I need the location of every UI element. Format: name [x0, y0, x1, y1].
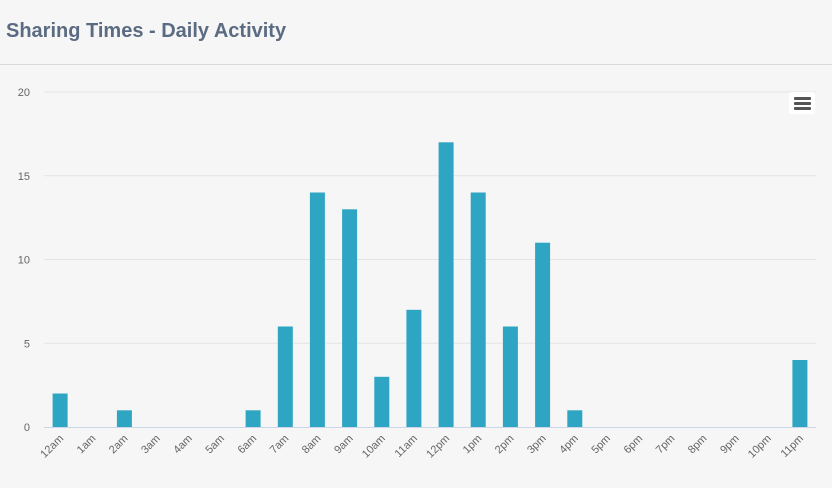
x-tick-label: 3am	[139, 433, 163, 457]
x-tick-label: 8am	[300, 433, 324, 457]
bar-2am[interactable]	[116, 410, 132, 428]
bar-7am[interactable]	[277, 326, 293, 428]
y-tick-label: 0	[24, 422, 30, 434]
x-tick-label: 5am	[203, 433, 227, 457]
bar-8am[interactable]	[309, 192, 325, 428]
bar-3pm[interactable]	[535, 242, 551, 427]
y-tick-label: 5	[24, 338, 30, 350]
x-tick-label: 2am	[107, 433, 131, 457]
x-tick-label: 8pm	[686, 433, 710, 457]
grid-lines	[44, 91, 816, 344]
bar-11am[interactable]	[406, 309, 422, 428]
x-tick-label: 12am	[38, 433, 66, 461]
bar-10am[interactable]	[374, 376, 390, 428]
x-tick-label: 11am	[393, 433, 420, 460]
bar-12am[interactable]	[52, 393, 68, 428]
x-tick-label: 10am	[360, 433, 388, 461]
x-tick-label: 7am	[268, 433, 292, 457]
bar-9am[interactable]	[342, 209, 358, 428]
bar-chart: 0 5 10 15 20 12am 1am 2am 3am 4am 5am 6am 7am 8am 9am…	[18, 87, 816, 461]
y-tick-label: 20	[18, 87, 30, 99]
hamburger-menu-icon-bar	[794, 107, 811, 110]
x-tick-label: 10pm	[746, 433, 774, 461]
x-tick-label: 1pm	[461, 433, 485, 457]
x-tick-label: 6pm	[622, 433, 646, 457]
bar-12pm[interactable]	[438, 142, 454, 428]
x-tick-label: 6am	[236, 433, 260, 457]
bars	[52, 142, 808, 428]
x-tick-label: 5pm	[589, 433, 613, 457]
x-tick-label: 4am	[171, 433, 195, 457]
hamburger-menu-icon	[794, 97, 811, 100]
panel-title: Sharing Times - Daily Activity	[6, 20, 287, 42]
x-tick-label: 7pm	[654, 433, 678, 457]
bar-11pm[interactable]	[792, 360, 808, 427]
x-tick-label: 3pm	[525, 433, 549, 457]
bar-2pm[interactable]	[502, 326, 518, 428]
bar-4pm[interactable]	[567, 410, 583, 428]
x-axis-ticks: 12am 1am 2am 3am 4am 5am 6am 7am 8am 9am 10am 11am 1…	[38, 433, 806, 461]
chart-menu-button[interactable]	[789, 92, 815, 114]
x-tick-label: 2pm	[493, 433, 517, 457]
y-tick-label: 10	[18, 255, 30, 267]
x-tick-label: 1am	[75, 433, 99, 457]
chart-area: 0 5 10 15 20 12am 1am 2am 3am 4am 5am 6am 7am 8am 9am…	[0, 66, 832, 488]
x-tick-label: 12pm	[424, 433, 452, 461]
x-tick-label: 11pm	[779, 433, 806, 460]
x-tick-label: 9pm	[718, 433, 742, 457]
x-tick-label: 9am	[332, 433, 356, 457]
y-axis-ticks: 0 5 10 15 20	[18, 87, 30, 434]
y-tick-label: 15	[18, 171, 30, 183]
x-tick-label: 4pm	[557, 433, 581, 457]
hamburger-menu-icon-bar	[794, 102, 811, 105]
bar-1pm[interactable]	[470, 192, 486, 428]
panel-header: Sharing Times - Daily Activity	[0, 0, 832, 65]
bar-6am[interactable]	[245, 410, 261, 428]
